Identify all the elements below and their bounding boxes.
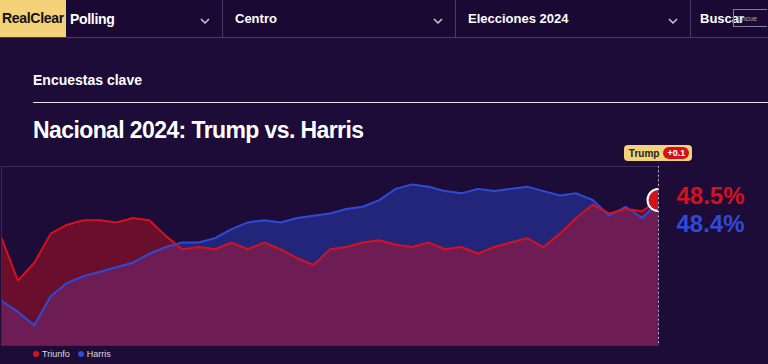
html-text:Buscar: Buscar — [700, 11, 745, 26]
html-text:Encuestas clave: Encuestas clave — [33, 72, 142, 88]
html-text:Trump: Trump — [628, 147, 660, 159]
html-text:Triunfo: Triunfo — [42, 349, 70, 359]
html-text:Elecciones 2024: Elecciones 2024 — [468, 11, 569, 26]
html-text:+0.1: +0.1 — [667, 148, 686, 158]
html-text:Centro: Centro — [235, 11, 277, 26]
html-text:Harris: Harris — [86, 349, 111, 359]
html-text:RealClear Polling: RealClear Polling — [2, 10, 115, 27]
html-text:Nacional 2024: Trump vs. Harri: Nacional 2024: Trump vs. Harris — [33, 117, 364, 143]
svg-text:48.5%: 48.5% — [677, 182, 745, 209]
svg-text:48.4%: 48.4% — [677, 210, 745, 237]
html-text:Encue: Encue — [737, 15, 757, 22]
